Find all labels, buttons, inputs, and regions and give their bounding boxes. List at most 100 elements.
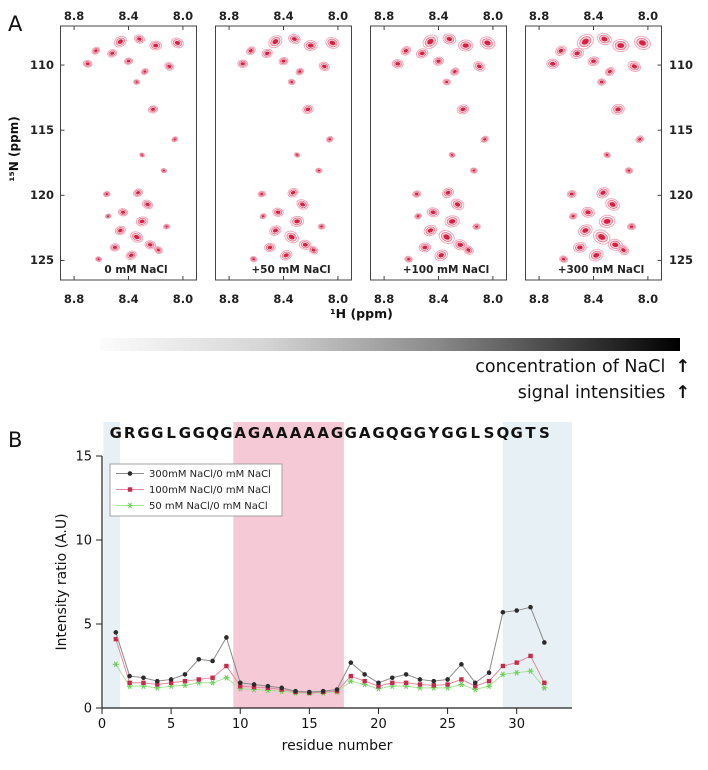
h1-tick-label-top: 8.8 <box>374 9 394 23</box>
nmr-peak <box>444 215 460 228</box>
nmr-peak <box>302 104 314 114</box>
nmr-peak <box>91 46 101 55</box>
nacl-gradient-bar <box>100 338 680 351</box>
nmr-peak <box>95 256 103 263</box>
h1-tick-label-top: 8.4 <box>273 9 293 23</box>
svg-text:Q: Q <box>496 424 509 442</box>
n15-tick-label: 125 <box>29 253 54 268</box>
svg-text:G: G <box>220 424 232 442</box>
nmr-peak <box>412 190 422 198</box>
legend-label: 50 mM NaCl/0 mM NaCl <box>149 501 268 512</box>
nmr-peak <box>237 59 249 69</box>
nmr-peak <box>450 67 460 76</box>
nmr-peak <box>438 230 455 244</box>
svg-text:G: G <box>511 424 523 442</box>
n15-tick-label: 110 <box>669 58 694 73</box>
nmr-peak <box>125 250 137 260</box>
svg-text:G: G <box>331 424 343 442</box>
nmr-peak <box>142 199 154 210</box>
nmr-peak <box>164 62 175 71</box>
x-tick-label: 15 <box>301 717 318 732</box>
nmr-peak <box>133 34 146 44</box>
nmr-peak <box>458 39 474 52</box>
x-tick-label: 25 <box>439 717 456 732</box>
nmr-peak <box>432 56 445 66</box>
nacl-concentration-label: +100 mM NaCl <box>403 264 490 276</box>
nmr-peak <box>578 224 593 237</box>
nmr-peak <box>171 37 184 49</box>
y-tick-label: 10 <box>75 534 92 549</box>
nmr-peak <box>391 59 404 69</box>
nmr-peak <box>325 37 340 49</box>
nmr-peak <box>415 48 429 59</box>
nmr-peak <box>133 79 141 85</box>
nmr-peak <box>140 68 149 76</box>
h1-tick-label-top: 8.0 <box>328 9 348 23</box>
nmr-peak <box>287 187 299 198</box>
nmr-peak <box>147 105 159 114</box>
nmr-peak <box>559 255 569 263</box>
nmr-peak <box>597 78 607 86</box>
nmr-peak <box>607 238 623 251</box>
svg-text:G: G <box>137 424 149 442</box>
nmr-peak <box>296 199 309 210</box>
nmr-peak <box>568 212 578 220</box>
h1-tick-label-top: 8.0 <box>638 9 658 23</box>
x-tick-label: 20 <box>370 717 387 732</box>
n15-tick-label: 110 <box>29 58 54 73</box>
nmr-peak <box>326 136 334 143</box>
nmr-peak <box>144 240 156 250</box>
svg-text:A: A <box>234 424 246 442</box>
nmr-peak <box>612 39 630 53</box>
nmr-peak <box>317 223 326 230</box>
x-tick-label: 10 <box>232 717 249 732</box>
h1-tick-label-bottom: 8.4 <box>118 292 138 306</box>
x-tick-label: 5 <box>167 717 175 732</box>
svg-text:G: G <box>400 424 412 442</box>
legend: 300mM NaCl/0 mM NaCl 100mM NaCl/0 mM NaCl… <box>109 463 283 517</box>
svg-text:S: S <box>539 424 550 442</box>
h1-tick-label-bottom: 8.8 <box>374 292 394 306</box>
nmr-peak <box>269 225 282 236</box>
nmr-peak <box>626 222 637 231</box>
svg-text:G: G <box>345 424 357 442</box>
nmr-spectrum-panel-0mM: 8.8 8.8 8.4 8.4 8.0 8.0 0 mM NaCl <box>60 9 197 306</box>
svg-text:G: G <box>248 424 260 442</box>
nmr-peak <box>102 190 111 198</box>
nmr-peak <box>130 231 144 243</box>
h1-tick-label-bottom: 8.8 <box>64 292 84 306</box>
h1-tick-label-bottom: 8.4 <box>583 292 603 306</box>
x-tick-label: 30 <box>508 717 525 732</box>
up-arrow-icon: ↑ <box>675 383 690 403</box>
h1-tick-label-bottom: 8.0 <box>328 292 348 306</box>
nmr-peak <box>160 167 168 174</box>
nmr-peak <box>480 135 489 143</box>
nmr-peak <box>259 213 267 220</box>
nmr-peak <box>456 104 470 115</box>
nmr-peak <box>163 223 171 230</box>
nmr-peak <box>82 59 93 68</box>
panel-b-label: B <box>8 428 23 452</box>
nmr-peak <box>463 245 474 255</box>
nmr-peak <box>479 36 496 50</box>
h1-tick-label-bottom: 8.8 <box>529 292 549 306</box>
nmr-peak <box>627 60 641 72</box>
gradient-caption-line1: concentration of NaCl ↑ <box>250 354 690 380</box>
nmr-peak <box>617 244 630 256</box>
nmr-peak <box>117 208 129 217</box>
nmr-spectrum-panel-50mM: 8.8 8.8 8.4 8.4 8.0 8.0 +50 mM NaCl <box>215 9 352 306</box>
gradient-caption: concentration of NaCl ↑ signal intensitie… <box>250 354 690 406</box>
nmr-peak <box>293 152 301 158</box>
nmr-peak <box>295 67 305 76</box>
nmr-peak <box>315 167 323 174</box>
nmr-peak <box>109 243 121 252</box>
nmr-peak <box>576 33 594 50</box>
h1-tick-label-top: 8.4 <box>428 9 448 23</box>
nmr-peak <box>573 242 587 253</box>
nmr-peak <box>624 167 634 174</box>
svg-text:L: L <box>470 424 480 442</box>
nmr-peak <box>555 45 567 56</box>
panel-a-label: A <box>8 12 23 36</box>
nmr-peak <box>400 45 412 56</box>
